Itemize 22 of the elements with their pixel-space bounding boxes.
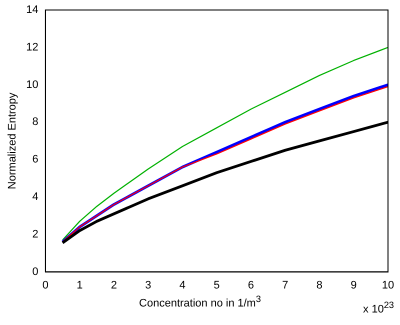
y-tick-label: 6 [32, 154, 38, 166]
y-axis-title: Normalized Entropy [6, 92, 19, 190]
y-tick-label: 8 [32, 116, 38, 128]
y-tick-label: 0 [32, 266, 38, 278]
y-tick-label: 4 [32, 191, 38, 204]
x-tick-label: 0 [42, 279, 48, 292]
y-tick-label: 10 [26, 78, 38, 91]
y-tick-label: 2 [32, 228, 38, 240]
x-tick-label: 9 [350, 279, 357, 292]
x-tick-label: 10 [382, 279, 394, 292]
text: x 10$^{23}$ [363, 300, 394, 316]
x-tick-label: 3 [145, 279, 152, 292]
x-tick-label: 8 [316, 279, 323, 292]
x-tick-label: 7 [282, 279, 288, 292]
x-axis-title: Concentration no in 1/m$^{3}$ [139, 294, 261, 310]
y-tick-label: 14 [26, 4, 38, 16]
x-tick-label: 2 [110, 279, 118, 292]
x-tick-label: 5 [214, 279, 220, 292]
y-tick-label: 12 [26, 41, 38, 54]
x-tick-label: 4 [179, 279, 186, 292]
x-tick-label: 6 [248, 279, 254, 292]
x-tick-label: 1 [76, 279, 83, 292]
